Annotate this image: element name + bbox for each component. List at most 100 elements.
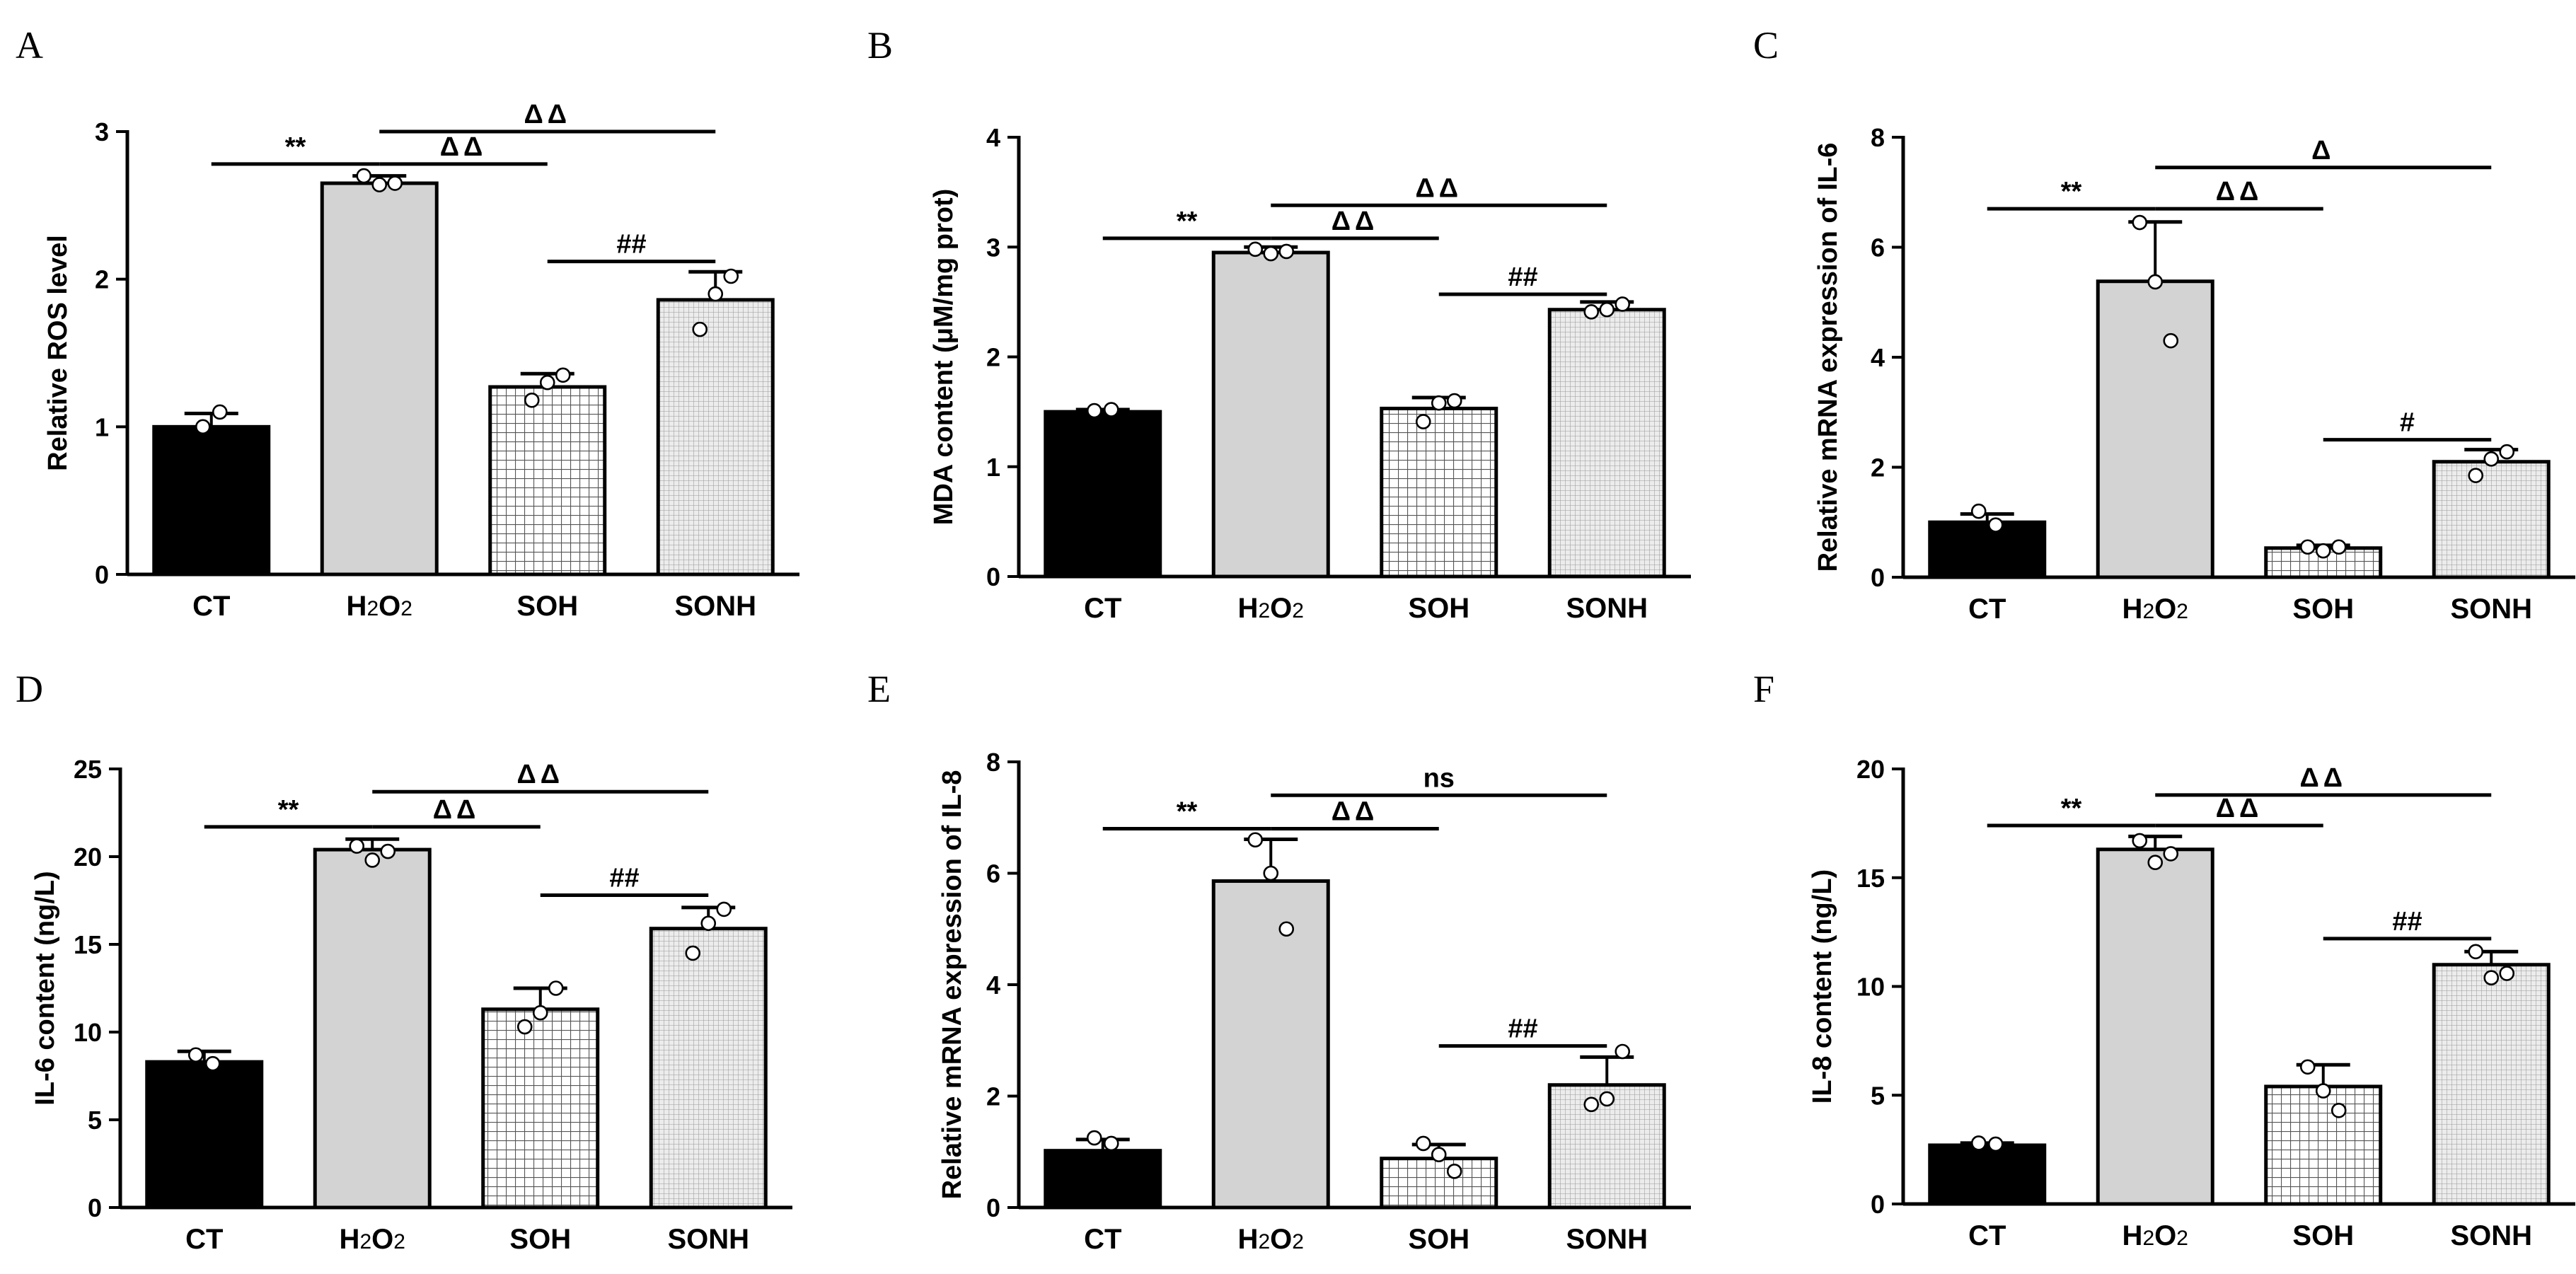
data-point [2499, 966, 2515, 981]
y-tick-label: 1 [95, 412, 109, 441]
data-point [1583, 304, 1600, 320]
x-tick-label: CT [1084, 1224, 1121, 1255]
data-point [2330, 539, 2347, 555]
data-point [685, 945, 701, 961]
x-tick-label: H2O2 [1238, 1224, 1304, 1255]
y-tick-label: 2 [1871, 453, 1885, 482]
data-point [555, 367, 571, 383]
x-tick-label: H2O2 [2122, 1220, 2188, 1251]
y-tick-label: 0 [986, 562, 1000, 591]
x-tick-label: H2O2 [340, 1224, 405, 1255]
data-point [1263, 245, 1279, 262]
data-point [2330, 1102, 2347, 1118]
y-tick-label: 15 [74, 930, 102, 959]
panel-letter: C [1753, 24, 1779, 66]
x-tick-label: SOH [516, 591, 578, 622]
data-point [349, 838, 365, 854]
significance-label: ΔΔ [1415, 173, 1462, 203]
y-tick-label: 4 [1871, 343, 1885, 372]
data-point [1431, 1147, 1447, 1162]
significance-label: ΔΔ [433, 795, 480, 825]
data-point [2147, 274, 2164, 290]
data-point [1431, 395, 1447, 411]
y-tick-label: 20 [74, 842, 102, 871]
data-point [1987, 517, 2004, 533]
y-tick-label: 15 [1856, 864, 1885, 893]
data-point [1599, 1091, 1615, 1107]
panel-letter: E [867, 668, 891, 710]
significance-label: ** [278, 795, 299, 825]
bar-ct [152, 424, 271, 577]
data-point [692, 321, 708, 337]
x-tick-label: SONH [674, 591, 756, 622]
significance-label: ** [2061, 794, 2082, 823]
y-tick-label: 4 [986, 971, 1000, 1000]
panel-a: A 0 1 2 3 Relative ROS level CT H2O2 SOH SONH ** ΔΔ… [16, 24, 799, 622]
y-tick-label: 10 [74, 1018, 102, 1047]
data-point [204, 1055, 221, 1072]
data-point [2315, 1083, 2331, 1099]
significance-label: ## [2392, 907, 2422, 937]
data-point [371, 177, 388, 192]
x-tick-label: SONH [2450, 593, 2532, 625]
x-tick-label: H2O2 [347, 591, 412, 622]
bar-soh [481, 1007, 600, 1210]
significance-label: ΔΔ [1332, 797, 1379, 827]
significance-label: ## [1508, 1014, 1537, 1044]
bar-h2o2 [313, 847, 432, 1210]
data-point [1615, 1043, 1631, 1060]
significance-label: ΔΔ [516, 760, 564, 789]
data-point [356, 168, 372, 184]
y-axis-title: IL-6 content (ng/L) [30, 871, 60, 1105]
data-point [2132, 833, 2148, 849]
data-point [1415, 1135, 1431, 1152]
y-tick-label: 6 [1871, 233, 1885, 262]
data-point [1987, 1136, 2004, 1152]
data-point [539, 374, 555, 390]
data-point [1247, 832, 1264, 848]
x-tick-label: SOH [1408, 593, 1469, 624]
panel-f: F 0 5 10 15 20 IL-8 content (ng/L) CT H2O2 SOH SON… [1753, 668, 2575, 1251]
y-tick-label: 2 [986, 343, 1000, 372]
data-point [716, 901, 732, 917]
data-point [516, 1019, 533, 1035]
data-point [364, 852, 381, 868]
data-point [1086, 1130, 1102, 1146]
bar-h2o2 [1211, 250, 1330, 579]
y-tick-label: 20 [1856, 755, 1885, 784]
significance-label: ## [609, 864, 639, 893]
y-tick-label: 0 [1871, 563, 1885, 592]
data-point [1970, 503, 1987, 519]
data-point [2163, 846, 2179, 862]
x-tick-label: SONH [1566, 1224, 1648, 1255]
significance-label: ** [285, 132, 306, 162]
data-point [1970, 1135, 1987, 1151]
data-point [548, 980, 564, 996]
data-point [2483, 970, 2500, 985]
bar-h2o2 [2096, 847, 2214, 1206]
y-axis-title: IL-8 content (ng/L) [1808, 869, 1837, 1104]
significance-label: ΔΔ [1332, 207, 1379, 236]
data-point [1615, 296, 1631, 312]
significance-label: # [2400, 408, 2415, 438]
data-point [2468, 468, 2484, 483]
data-point [1446, 1164, 1462, 1179]
data-point [723, 268, 739, 284]
data-point [700, 915, 717, 932]
data-point [2315, 543, 2331, 559]
bar-h2o2 [1211, 879, 1330, 1210]
bar-ct [1044, 1149, 1162, 1210]
y-tick-label: 8 [986, 748, 1000, 777]
data-point [2299, 1059, 2316, 1075]
data-point [2147, 855, 2164, 871]
y-tick-label: 5 [1871, 1081, 1885, 1110]
panel-d: D 0 5 10 15 20 25 IL-6 content (ng/L) CT H2O2 SOH S… [16, 668, 792, 1255]
y-tick-label: 2 [986, 1082, 1000, 1111]
bar-h2o2 [320, 181, 439, 577]
data-point [1103, 1135, 1119, 1152]
significance-label: ## [616, 230, 646, 260]
data-point [1263, 865, 1279, 881]
y-tick-label: 3 [95, 117, 109, 146]
data-point [1278, 243, 1295, 260]
y-tick-label: 25 [74, 755, 102, 784]
